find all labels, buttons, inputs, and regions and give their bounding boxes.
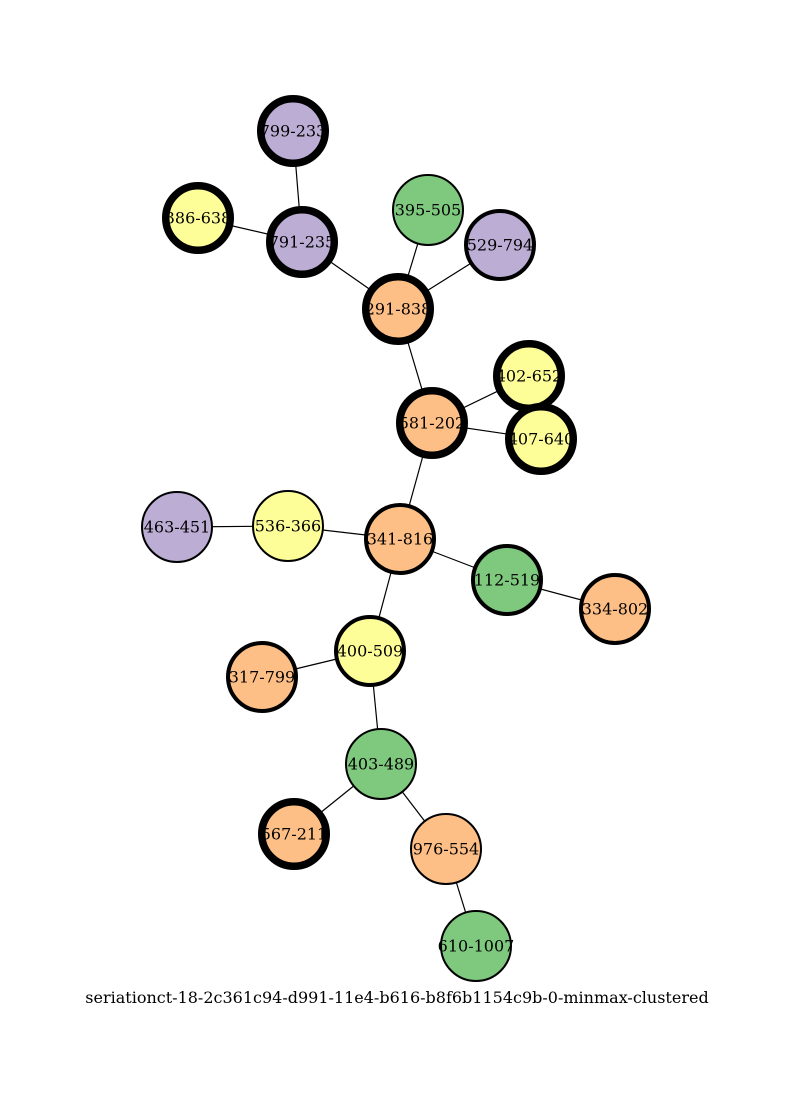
node-label: 581-202 (399, 414, 465, 433)
node-799-233: 799-233 (257, 95, 329, 167)
node-circle (162, 182, 234, 254)
node-circle (364, 503, 436, 575)
node-395-505: 395-505 (392, 174, 464, 246)
node-circle (334, 615, 406, 687)
node-label: 610-1007 (438, 937, 515, 956)
nodes-layer: 799-233 386-638 791-235 395-505 529-794 291-8… (141, 95, 651, 982)
node-circle (266, 206, 338, 278)
node-circle (396, 387, 468, 459)
node-386-638: 386-638 (162, 182, 234, 254)
node-circle (464, 209, 536, 281)
node-581-202: 581-202 (396, 387, 468, 459)
node-291-838: 291-838 (362, 273, 434, 345)
node-334-802: 334-802 (579, 573, 651, 645)
node-circle (258, 798, 330, 870)
node-label: 341-816 (367, 530, 433, 549)
node-label: 403-489 (348, 755, 414, 774)
node-529-794: 529-794 (464, 209, 536, 281)
node-label: 536-366 (255, 517, 321, 536)
node-circle (471, 544, 543, 616)
node-circle (505, 403, 577, 475)
node-label: 976-554 (413, 840, 479, 859)
graph-caption: seriationct-18-2c361c94-d991-11e4-b616-b… (85, 988, 708, 1007)
node-circle (362, 273, 434, 345)
node-circle (226, 641, 298, 713)
node-407-640: 407-640 (505, 403, 577, 475)
node-circle (392, 174, 464, 246)
node-341-816: 341-816 (364, 503, 436, 575)
node-label: 334-802 (582, 600, 648, 619)
node-400-509: 400-509 (334, 615, 406, 687)
node-circle (440, 910, 512, 982)
node-circle (579, 573, 651, 645)
node-976-554: 976-554 (410, 813, 482, 885)
node-circle (257, 95, 329, 167)
node-circle (410, 813, 482, 885)
node-label: 407-640 (508, 430, 574, 449)
node-label: 402-652 (496, 367, 562, 386)
node-402-652: 402-652 (493, 340, 565, 412)
node-label: 567-211 (261, 825, 327, 844)
node-circle (141, 491, 213, 563)
node-label: 791-235 (269, 233, 335, 252)
node-label: 463-451 (144, 518, 210, 537)
node-label: 317-799 (229, 668, 295, 687)
node-label: 529-794 (467, 236, 533, 255)
node-circle (345, 728, 417, 800)
node-label: 112-519 (474, 571, 540, 590)
node-circle (252, 490, 324, 562)
node-610-1007: 610-1007 (438, 910, 515, 982)
node-label: 400-509 (337, 642, 403, 661)
node-403-489: 403-489 (345, 728, 417, 800)
node-112-519: 112-519 (471, 544, 543, 616)
node-label: 395-505 (395, 201, 461, 220)
node-label: 386-638 (165, 209, 231, 228)
node-567-211: 567-211 (258, 798, 330, 870)
node-label: 291-838 (365, 300, 431, 319)
node-536-366: 536-366 (252, 490, 324, 562)
node-label: 799-233 (260, 122, 326, 141)
node-791-235: 791-235 (266, 206, 338, 278)
node-317-799: 317-799 (226, 641, 298, 713)
node-463-451: 463-451 (141, 491, 213, 563)
